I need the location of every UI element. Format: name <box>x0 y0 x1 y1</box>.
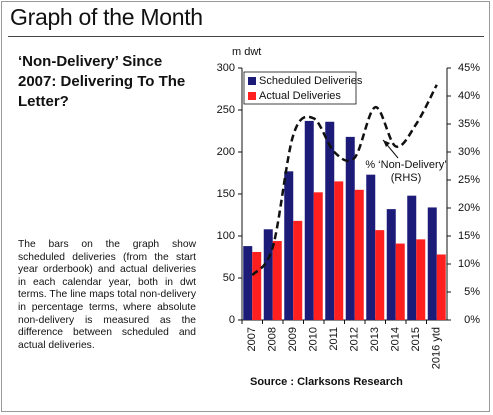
legend-swatch <box>248 77 256 85</box>
y-tick-label: 150 <box>217 188 235 200</box>
y2-tick-label: 15% <box>458 230 480 242</box>
y-tick-label: 300 <box>217 62 235 74</box>
y2-tick-label: 25% <box>458 174 480 186</box>
x-tick-label: 2016 ytd <box>431 327 443 369</box>
legend-box <box>243 71 357 105</box>
y2-tick-label: 10% <box>458 258 480 270</box>
line-series <box>251 84 438 277</box>
heading: ‘Non-Delivery’ Since 2007: Delivering To… <box>18 53 186 110</box>
x-tick-label: 2014 <box>390 327 402 351</box>
bar <box>304 120 314 320</box>
bar <box>386 209 396 320</box>
y-tick-label: 50 <box>223 272 235 284</box>
bar <box>395 243 405 320</box>
bar <box>272 241 282 320</box>
annotation: (RHS) <box>391 172 422 184</box>
bar <box>334 181 344 320</box>
bar <box>407 195 417 320</box>
y-tick-label: 100 <box>217 230 235 242</box>
x-tick-label: 2012 <box>349 327 361 351</box>
x-tick-label: 2009 <box>287 327 299 351</box>
bar <box>345 136 355 320</box>
x-tick-label: 2013 <box>369 327 381 351</box>
y2-tick-label: 35% <box>458 118 480 130</box>
y-tick-label: 250 <box>217 104 235 116</box>
bar <box>427 207 437 320</box>
bar <box>263 229 273 320</box>
annotation: % ‘Non-Delivery’ <box>365 159 446 171</box>
y2-tick-label: 20% <box>458 202 480 214</box>
y2-tick-label: 30% <box>458 146 480 158</box>
bar <box>416 239 426 320</box>
y-tick-label: 0 <box>229 314 235 326</box>
bar <box>375 230 385 320</box>
bar <box>284 171 294 320</box>
x-tick-label: 2010 <box>308 327 320 351</box>
title-rule <box>8 36 484 37</box>
bar <box>354 189 364 320</box>
y2-tick-label: 5% <box>464 286 480 298</box>
page-title: Graph of the Month <box>10 4 203 30</box>
bar <box>252 251 262 320</box>
x-tick-label: 2007 <box>246 327 258 351</box>
x-tick-label: 2015 <box>410 327 422 351</box>
source: Source : Clarksons Research <box>250 376 403 388</box>
y2-tick-label: 45% <box>458 62 480 74</box>
bar <box>313 192 323 320</box>
bar <box>366 174 376 320</box>
x-tick-label: 2011 <box>328 327 340 351</box>
legend-label: Actual Deliveries <box>259 90 341 102</box>
y-axis-label: m dwt <box>232 46 261 58</box>
bar <box>325 121 335 320</box>
bar <box>436 254 446 320</box>
annotation-arrowhead <box>383 140 390 147</box>
bar <box>293 220 303 320</box>
legend-swatch <box>248 92 256 100</box>
y2-tick-label: 0% <box>464 314 480 326</box>
body-text: The bars on the graph show scheduled del… <box>18 239 196 351</box>
legend-label: Scheduled Deliveries <box>259 75 363 87</box>
x-tick-label: 2008 <box>267 327 279 351</box>
bar <box>243 246 253 320</box>
y-tick-label: 200 <box>217 146 235 158</box>
y2-tick-label: 40% <box>458 90 480 102</box>
